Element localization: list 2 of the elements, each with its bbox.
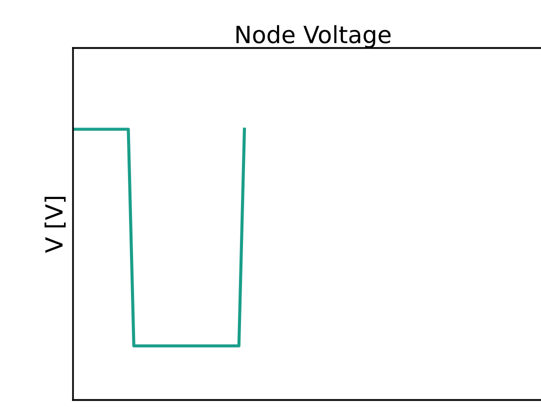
y-axis-title: V [V] xyxy=(44,196,66,253)
text: Node Voltage xyxy=(236,25,391,48)
